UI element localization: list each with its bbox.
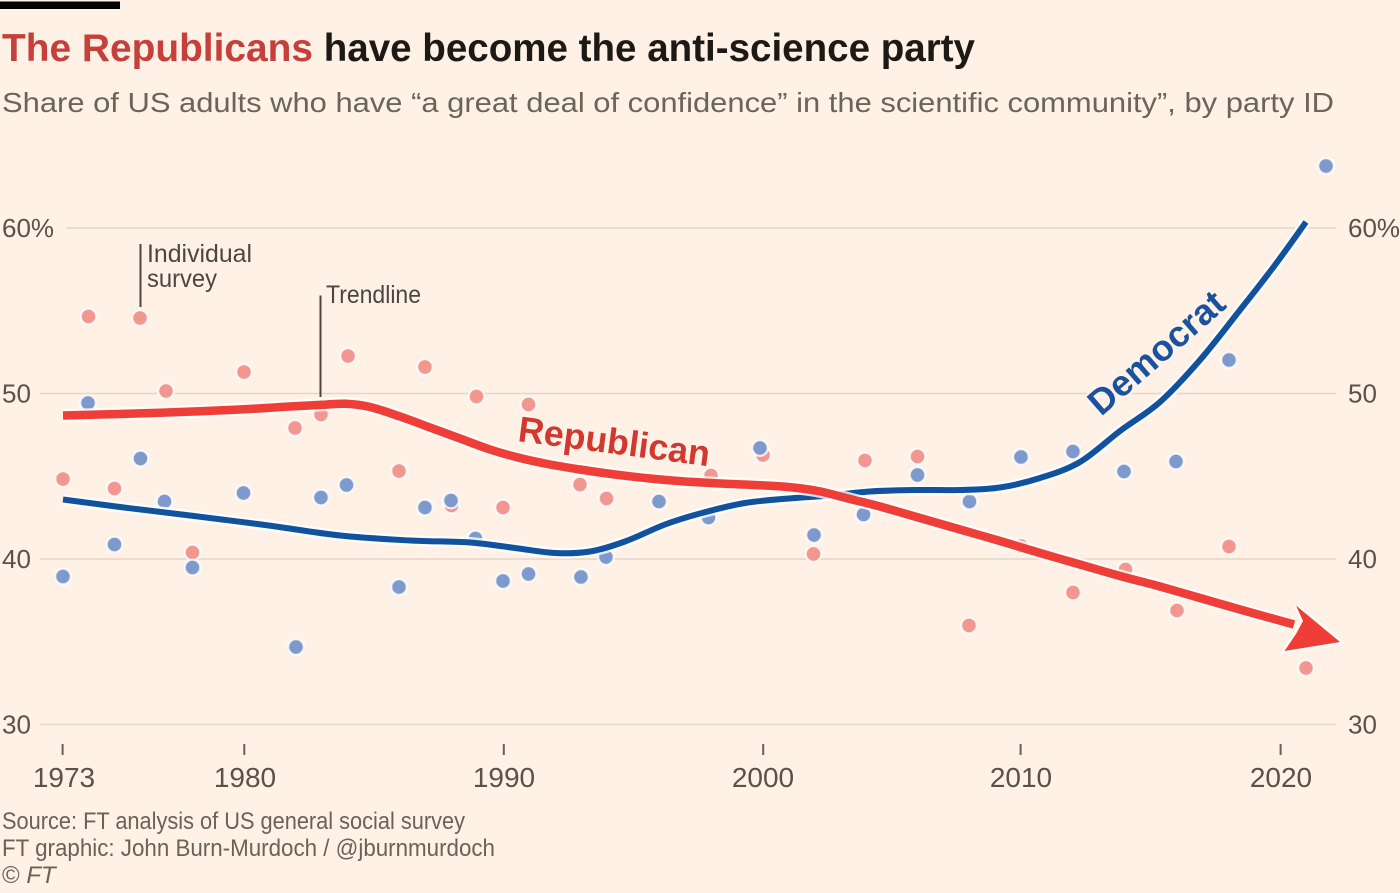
svg-text:2000: 2000	[732, 762, 794, 793]
svg-text:Source: FT analysis of US gene: Source: FT analysis of US general social…	[2, 808, 465, 835]
svg-text:1990: 1990	[473, 762, 535, 793]
svg-text:40: 40	[2, 544, 31, 574]
svg-text:© FT: © FT	[2, 862, 58, 888]
svg-text:60%: 60%	[2, 213, 54, 243]
svg-text:50: 50	[1348, 379, 1377, 409]
svg-text:Share of US adults who have “a: Share of US adults who have “a great dea…	[2, 87, 1334, 118]
svg-text:60%: 60%	[1348, 213, 1400, 243]
svg-text:FT graphic: John Burn-Murdoch: FT graphic: John Burn-Murdoch / @jburnmu…	[2, 835, 495, 862]
svg-text:40: 40	[1348, 544, 1377, 574]
svg-text:survey: survey	[147, 265, 217, 293]
svg-text:2010: 2010	[990, 762, 1052, 793]
svg-text:2020: 2020	[1250, 762, 1312, 793]
svg-text:1973: 1973	[33, 762, 95, 793]
svg-text:The Republicans have become th: The Republicans have become the anti-sci…	[2, 27, 975, 70]
svg-text:30: 30	[1348, 710, 1377, 740]
svg-text:1980: 1980	[214, 762, 276, 793]
svg-text:30: 30	[2, 710, 31, 740]
svg-text:Trendline: Trendline	[326, 281, 421, 309]
svg-text:Individual: Individual	[147, 240, 252, 268]
svg-text:50: 50	[2, 379, 31, 409]
